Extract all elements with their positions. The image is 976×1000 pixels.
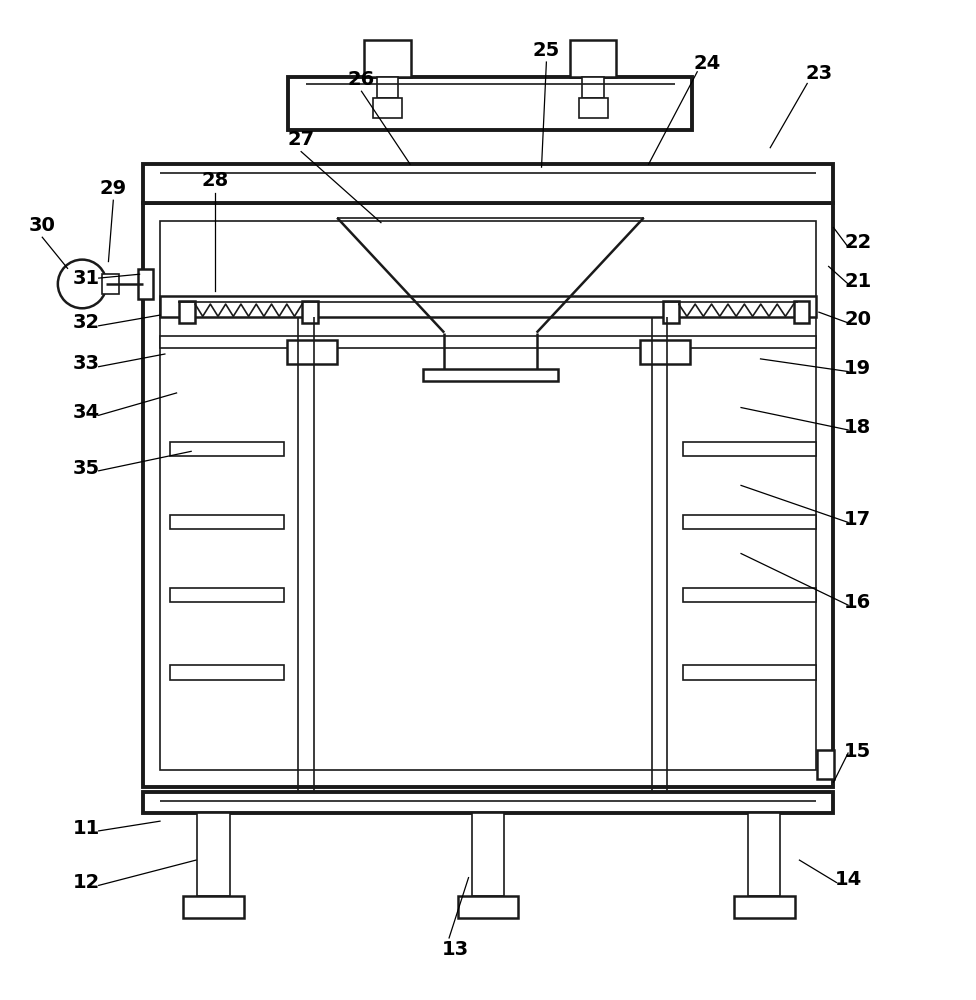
Bar	[682, 515, 816, 529]
Bar	[817, 750, 834, 779]
Text: 30: 30	[29, 216, 56, 235]
Bar	[423, 369, 558, 381]
Text: 29: 29	[100, 179, 127, 198]
Bar	[579, 98, 608, 118]
Text: 28: 28	[202, 171, 229, 190]
Text: 27: 27	[288, 130, 314, 149]
Text: 14: 14	[834, 870, 862, 889]
Bar	[364, 40, 411, 77]
Bar	[734, 896, 794, 918]
Text: 11: 11	[72, 819, 100, 838]
Bar	[287, 340, 337, 364]
Bar	[458, 896, 518, 918]
Bar	[682, 588, 816, 602]
Bar	[640, 340, 690, 364]
Text: 23: 23	[805, 64, 833, 83]
Text: 21: 21	[844, 272, 872, 291]
Bar	[142, 203, 834, 787]
Text: 12: 12	[72, 873, 100, 892]
Bar	[749, 813, 781, 896]
Bar	[180, 301, 195, 323]
Bar	[160, 221, 816, 770]
Text: 31: 31	[72, 269, 100, 288]
Bar	[138, 269, 153, 299]
Bar	[373, 98, 402, 118]
Bar	[170, 515, 284, 529]
Text: 18: 18	[844, 418, 872, 437]
Bar	[289, 77, 692, 130]
Bar	[793, 301, 809, 323]
Bar	[170, 588, 284, 602]
Text: 22: 22	[844, 233, 872, 252]
Text: 15: 15	[844, 742, 872, 761]
Bar	[170, 442, 284, 456]
Text: 20: 20	[844, 310, 872, 329]
Text: 33: 33	[72, 354, 100, 373]
Text: 17: 17	[844, 510, 872, 529]
Text: 24: 24	[693, 54, 720, 73]
Bar	[170, 665, 284, 680]
Text: 32: 32	[72, 313, 100, 332]
Text: 13: 13	[441, 940, 468, 959]
Bar	[160, 296, 816, 317]
Text: 25: 25	[533, 41, 560, 60]
Bar	[682, 665, 816, 680]
Bar	[142, 164, 834, 203]
Text: 26: 26	[347, 70, 375, 89]
Bar	[142, 792, 834, 813]
Bar	[303, 301, 317, 323]
Bar	[663, 301, 678, 323]
Bar	[160, 336, 816, 348]
Bar	[197, 813, 229, 896]
Bar	[682, 442, 816, 456]
Bar	[583, 77, 604, 98]
Text: 35: 35	[72, 459, 100, 478]
Bar	[377, 77, 398, 98]
Bar	[472, 813, 504, 896]
Text: 19: 19	[844, 359, 872, 378]
Text: 34: 34	[72, 403, 100, 422]
Text: 16: 16	[844, 593, 872, 612]
Bar	[102, 274, 119, 294]
Bar	[183, 896, 244, 918]
Bar	[570, 40, 617, 77]
